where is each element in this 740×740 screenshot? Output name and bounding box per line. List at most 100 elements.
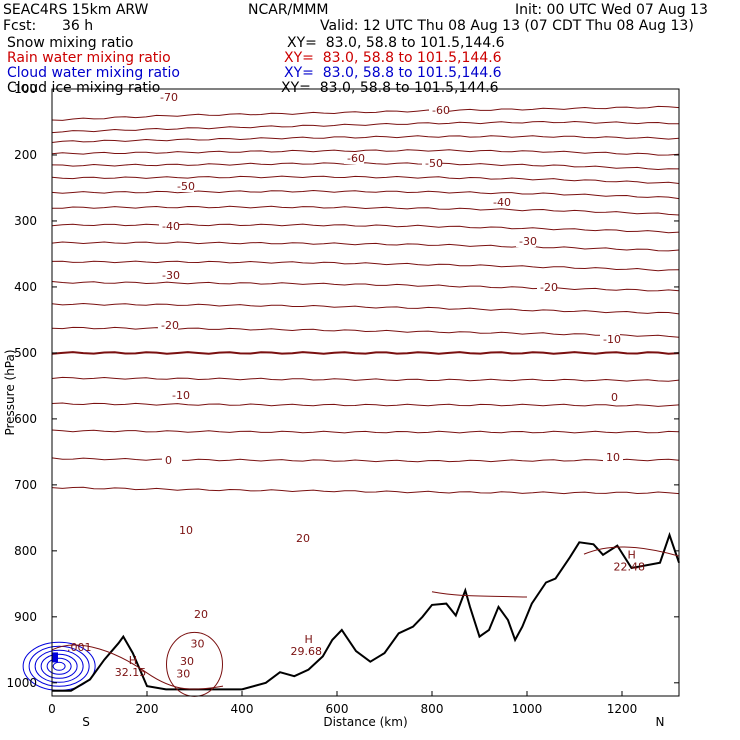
x-tick-label: 0 — [48, 702, 56, 716]
contour-label-bg — [344, 153, 364, 164]
contour-line — [51, 302, 680, 315]
contour-label-bg — [490, 197, 510, 208]
annotation-value: 22.48 — [614, 561, 646, 574]
contour-line — [51, 162, 680, 171]
cloud-water-contour — [34, 649, 84, 683]
y-tick-label: 100 — [14, 82, 37, 96]
y-tick-label: 600 — [14, 412, 37, 426]
contour-label: -30 — [519, 235, 537, 248]
rain-contour-line — [583, 546, 680, 557]
contour-label: 30 — [180, 655, 194, 668]
contour-label-bg — [177, 656, 197, 667]
y-tick-label: 1000 — [6, 676, 37, 690]
contour-label: -50 — [177, 180, 195, 193]
contour-label: 10 — [606, 451, 620, 464]
x-tick-label: 600 — [326, 702, 349, 716]
field-cloudice-name: Cloud ice mixing ratio — [7, 80, 161, 96]
contour-label-bg — [608, 392, 628, 403]
contour-label-bg — [516, 236, 536, 247]
contour-label: 0 — [165, 454, 172, 467]
contour-line — [51, 486, 680, 495]
contour-line — [51, 402, 680, 407]
annotations: -70 -60 -60 -50 -50 -40 -40 -30 -30 -20 -20 -10 -10 0… — [51, 91, 680, 697]
contour-line — [51, 149, 680, 156]
x-tick-label: 1200 — [607, 702, 638, 716]
contour-line — [51, 429, 680, 434]
field-cloudice-xy: XY= 83.0, 58.8 to 101.5,144.6 — [281, 80, 499, 96]
contour-line — [51, 189, 680, 200]
y-axis-label: Pressure (hPa) — [3, 349, 17, 435]
contour-line — [51, 120, 680, 134]
cloud-water-contour — [40, 653, 78, 679]
contour-label-bg — [176, 525, 196, 536]
contour-label: -60 — [347, 152, 365, 165]
y-tick-label: 400 — [14, 280, 37, 294]
contour-label-bg — [600, 334, 620, 345]
contour-label: -50 — [425, 157, 443, 170]
annotation-value: 32.15 — [115, 666, 147, 679]
terrain-line — [52, 531, 680, 692]
field-rain-xy: XY= 83.0, 58.8 to 101.5,144.6 — [284, 50, 502, 66]
contour-line — [51, 223, 680, 234]
contour-label: -10 — [172, 389, 190, 402]
cloud-water-contour — [52, 661, 66, 671]
y-tick-label: 200 — [14, 148, 37, 162]
forecast-label: Fcst: — [3, 18, 37, 34]
field-cloudwater-xy: XY= 83.0, 58.8 to 101.5,144.6 — [284, 65, 502, 81]
contour-line — [51, 105, 680, 121]
contour-label: -40 — [493, 196, 511, 209]
org-name: NCAR/MMM — [248, 2, 329, 18]
contour-label-bg — [293, 533, 313, 544]
valid-time: Valid: 12 UTC Thu 08 Aug 13 (07 CDT Thu … — [320, 18, 694, 34]
contour-line — [51, 205, 680, 216]
model-name: SEAC4RS 15km ARW — [3, 2, 149, 18]
contour-line — [51, 175, 680, 184]
contour-label-bg — [169, 390, 189, 401]
endpoint-label-left: S — [82, 715, 90, 729]
annotation-label: H — [305, 633, 313, 646]
x-tick-label: 800 — [421, 702, 444, 716]
init-time: Init: 00 UTC Wed 07 Aug 13 — [515, 2, 708, 18]
annotation-label: H — [628, 549, 636, 562]
y-tick-label: 300 — [14, 214, 37, 228]
contour-label: -30 — [162, 269, 180, 282]
contour-label: 20 — [296, 532, 310, 545]
contour-label-bg — [422, 158, 442, 169]
field-snow-xy: XY= 83.0, 58.8 to 101.5,144.6 — [287, 35, 505, 51]
contour-line — [51, 281, 680, 292]
y-tick-label: 500 — [14, 346, 37, 360]
field-snow-name: Snow mixing ratio — [7, 35, 134, 51]
contour-label-bg — [158, 320, 178, 331]
contour-label-bg — [159, 270, 179, 281]
contour-label-bg — [162, 455, 182, 466]
contour-line — [51, 326, 680, 338]
contour-label: -20 — [161, 319, 179, 332]
contour-label-bg — [603, 452, 623, 463]
forecast-hour: 36 h — [62, 18, 94, 34]
contour-label: -40 — [162, 220, 180, 233]
contour-line — [51, 351, 680, 355]
contour-label: 10 — [179, 524, 193, 537]
contour-label: 0 — [611, 391, 618, 404]
contour-label: -10 — [603, 333, 621, 346]
field-cloudwater-name: Cloud water mixing ratio — [7, 65, 180, 81]
cloud-water-contours — [22, 641, 96, 691]
plot-frame — [51, 88, 680, 697]
temperature-contours — [51, 105, 680, 495]
x-tick-label: 400 — [231, 702, 254, 716]
contour-label-bg — [537, 282, 557, 293]
contour-line — [51, 241, 680, 252]
contour-line — [51, 135, 680, 143]
contour-line — [51, 376, 680, 382]
contour-label-bg — [157, 92, 177, 103]
contour-label-bg — [174, 181, 194, 192]
contour-label: 20 — [194, 608, 208, 621]
terrain-profile — [52, 531, 680, 692]
rain-contour-line — [431, 591, 528, 598]
rain-contour-line — [51, 644, 224, 690]
annotation-label: 30 — [176, 667, 190, 680]
cloud-water-contour — [28, 645, 90, 687]
contour-label: -70 — [160, 91, 178, 104]
field-rain-name: Rain water mixing ratio — [7, 50, 171, 66]
